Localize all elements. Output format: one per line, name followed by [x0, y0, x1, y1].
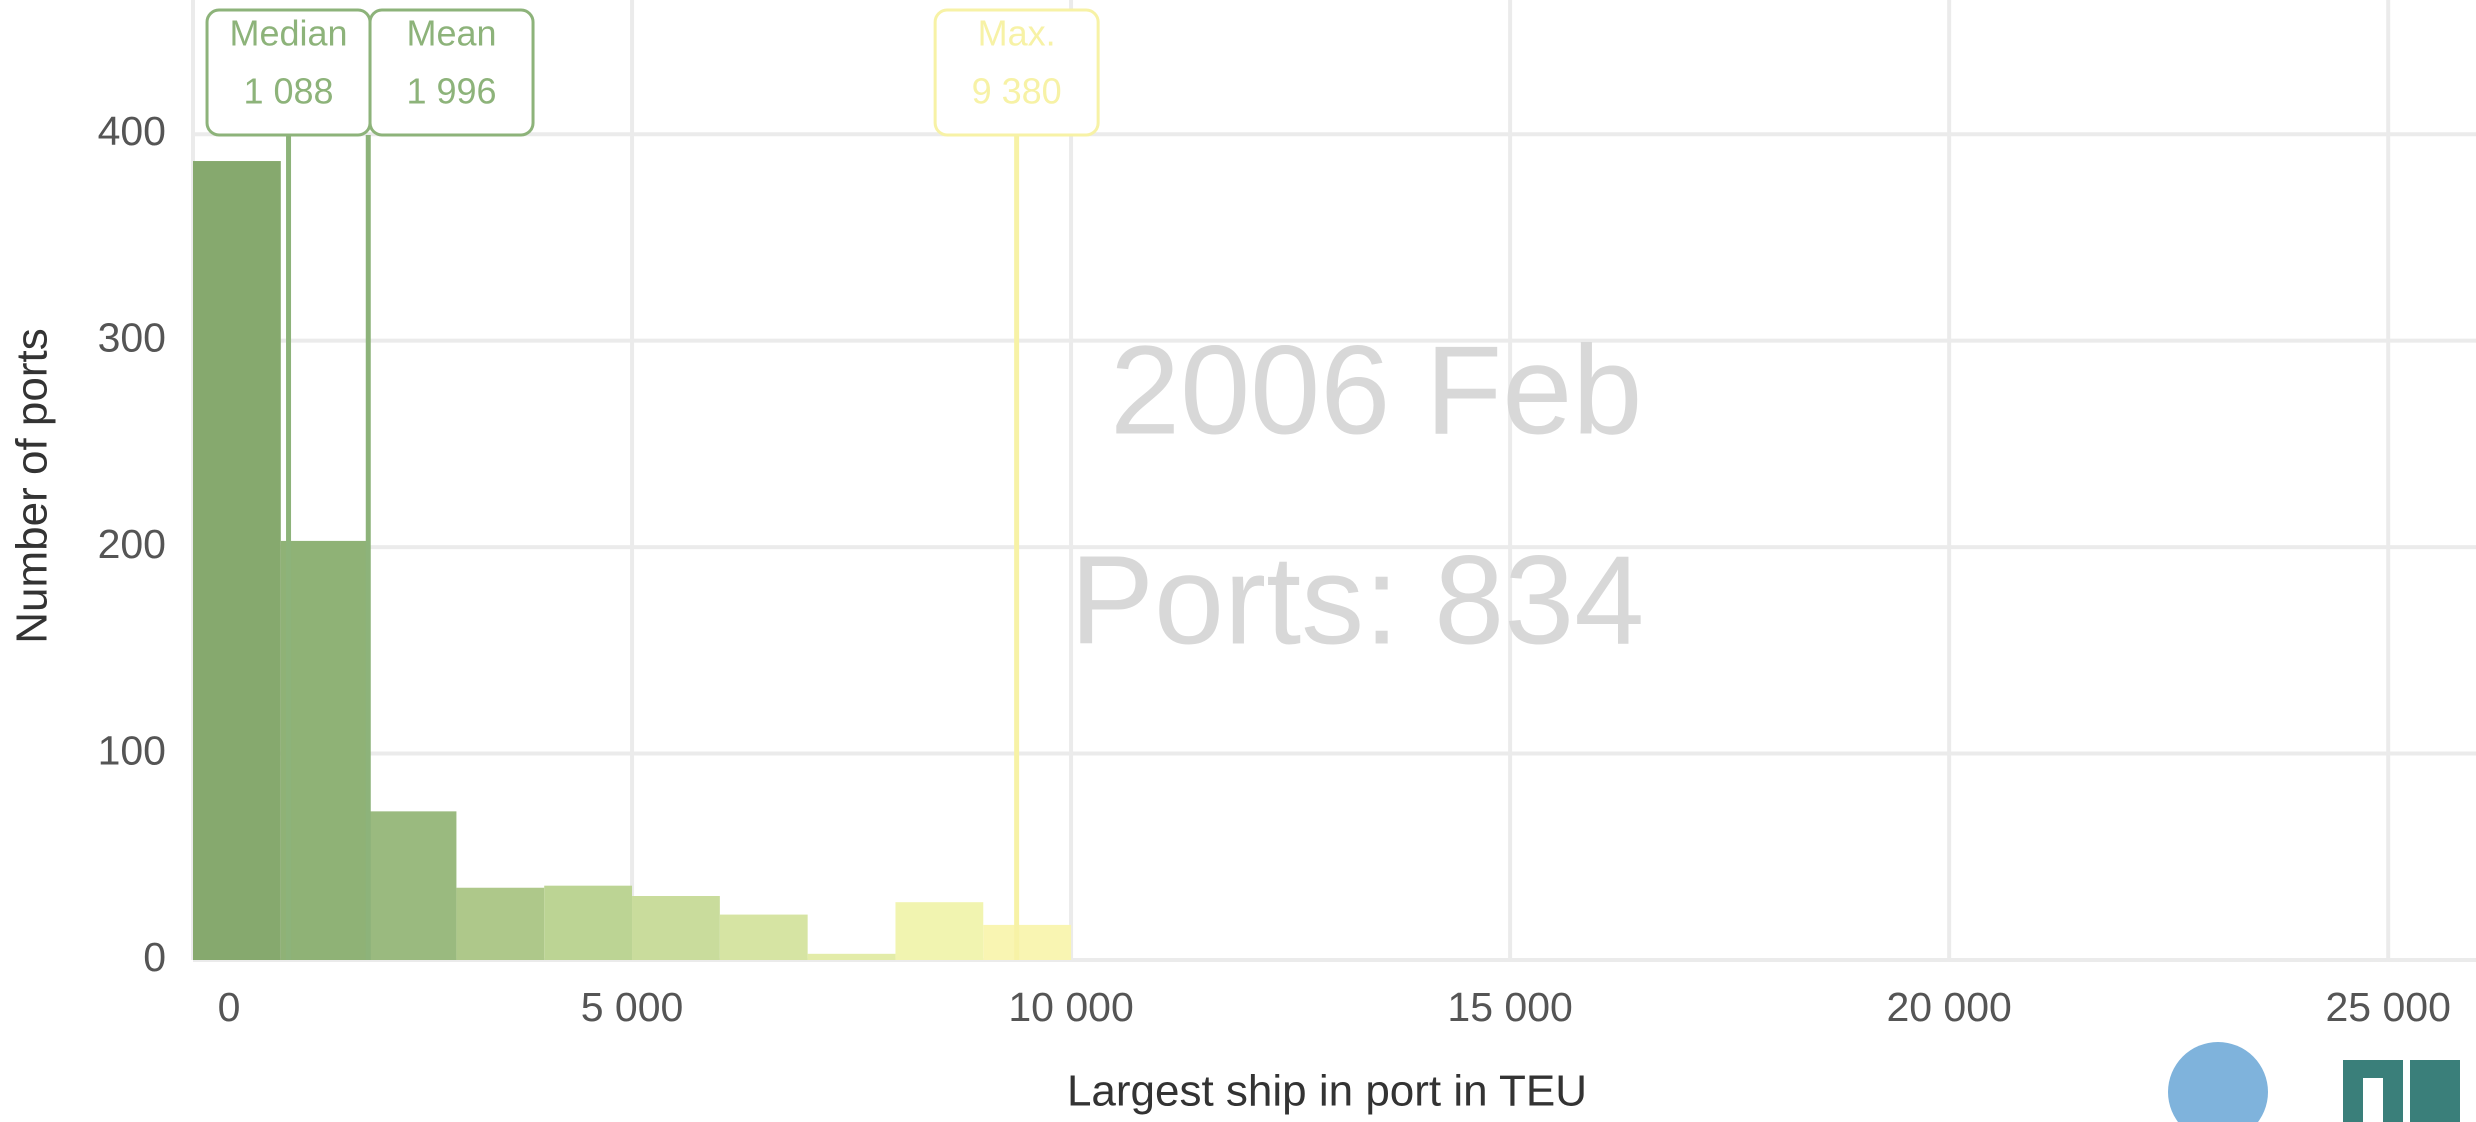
- x-tick-label: 10 000: [1008, 984, 1133, 1030]
- bar: [719, 914, 808, 960]
- watermark: Ports: 834: [1070, 529, 1644, 670]
- x-tick-label: 0: [218, 984, 241, 1030]
- y-tick-label: 100: [98, 727, 166, 773]
- y-axis-title: Number of ports: [8, 328, 57, 643]
- annotation-value: 1 088: [243, 71, 333, 112]
- plot: 0 100 200 300 400 0 5 000 10 000 15 000 20 000 25 …: [98, 0, 2476, 1030]
- bar: [895, 902, 984, 960]
- un-logo: [2168, 1042, 2268, 1122]
- y-tick-label: 300: [98, 314, 166, 360]
- annotation-box: [933, 8, 1100, 137]
- bar: [632, 896, 720, 960]
- x-tick-label: 25 000: [2325, 984, 2450, 1030]
- unctad-logo: [2343, 1060, 2460, 1122]
- y-tick-label: 400: [98, 108, 166, 154]
- annotation-box: [368, 8, 535, 137]
- watermark: 2006 Feb: [1110, 319, 1642, 460]
- x-tick-label: 20 000: [1886, 984, 2011, 1030]
- bar: [280, 540, 369, 960]
- bar: [368, 811, 457, 960]
- bar: [193, 161, 281, 961]
- x-tick-label: 5 000: [581, 984, 684, 1030]
- bar: [807, 953, 896, 960]
- annotation-label: Median: [229, 13, 347, 54]
- annotation-value: 9 380: [972, 71, 1062, 112]
- annotation-label: Mean: [407, 13, 497, 54]
- x-tick-label: 15 000: [1447, 984, 1572, 1030]
- y-tick-label: 200: [98, 521, 166, 567]
- y-tick-label: 0: [143, 934, 166, 980]
- annotation-value: 1 996: [406, 71, 496, 112]
- x-axis-title: Largest ship in port in TEU: [1067, 1067, 1587, 1116]
- bar: [544, 885, 633, 960]
- bar: [456, 887, 545, 960]
- logos: [2168, 1042, 2460, 1122]
- annotation-label: Max.: [978, 13, 1056, 54]
- bar: [983, 924, 1072, 960]
